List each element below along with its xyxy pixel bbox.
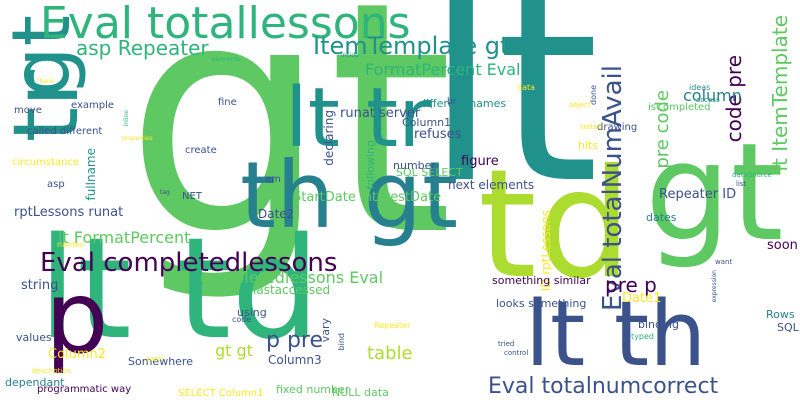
cloud-word: Column2 [48, 347, 107, 362]
cloud-word: programmatic way [37, 384, 132, 395]
cloud-word: completedlessons Eval [200, 268, 384, 287]
cloud-word: vary [319, 318, 332, 343]
cloud-word: SQL SELECT [396, 166, 463, 179]
cloud-word: move [14, 105, 42, 116]
cloud-word: p [45, 259, 109, 376]
cloud-word: fullname [84, 148, 98, 201]
cloud-word: following [364, 140, 377, 190]
cloud-word: asp [47, 179, 65, 190]
cloud-word: names [57, 240, 84, 249]
cloud-word: ideas [689, 83, 711, 92]
cloud-word: string [21, 278, 59, 293]
cloud-word: tried [498, 340, 515, 348]
cloud-word: want [715, 258, 733, 266]
cloud-word: column [683, 86, 742, 105]
cloud-word: work [146, 355, 163, 363]
cloud-word: runat server [340, 106, 421, 121]
cloud-word: bind [337, 333, 346, 351]
cloud-word: properties [122, 135, 153, 142]
cloud-word: fine [218, 97, 237, 108]
cloud-word: next elements [448, 178, 535, 192]
cloud-word: figure [461, 154, 499, 169]
cloud-word: inside [341, 52, 359, 59]
cloud-word: expression [711, 270, 718, 303]
cloud-word: values [16, 331, 52, 344]
cloud-word: setted [580, 123, 603, 131]
cloud-word: object [569, 101, 591, 109]
cloud-word: Column3 [268, 353, 322, 367]
cloud-word: lt td [38, 208, 321, 371]
cloud-word: Eval totalnumcorrect [488, 374, 719, 399]
cloud-word: dependant [5, 376, 65, 389]
cloud-word: lt FormatPercent [58, 228, 191, 247]
cloud-word: Somewhere [128, 355, 193, 368]
cloud-word: tag [160, 189, 170, 196]
cloud-word: br [447, 97, 457, 107]
cloud-word: hits [578, 139, 599, 152]
cloud-word: something similar [492, 274, 591, 287]
cloud-word: data [517, 83, 536, 92]
cloud-word: lt th [525, 282, 707, 387]
cloud-word: looks something [496, 297, 587, 310]
cloud-word: rptLessons runat [14, 205, 124, 220]
cloud-word: asp Repeater [76, 36, 209, 60]
cloud-word: called different [27, 126, 103, 137]
cloud-word: em [265, 174, 281, 185]
cloud-word: lastaccessed [253, 283, 331, 297]
cloud-word: Eval totallessons [40, 0, 411, 49]
cloud-word: binding [638, 318, 680, 331]
cloud-word: gt [125, 0, 454, 306]
cloud-word: td [478, 138, 633, 312]
cloud-word: StartDate InterestDate [293, 190, 442, 205]
cloud-word: number [393, 159, 436, 172]
cloud-word: circumstance [12, 157, 79, 168]
cloud-word: declaring [322, 110, 336, 166]
cloud-word: Repeater [374, 321, 411, 330]
cloud-word: SELECT Column1 [178, 388, 264, 399]
cloud-word: fixed number [276, 383, 350, 396]
cloud-word: NET [182, 191, 202, 202]
cloud-word: th gt [240, 142, 459, 249]
cloud-word: lt ItemTemplate [768, 15, 792, 172]
cloud-word: typed [631, 332, 654, 341]
cloud-word: drawing [597, 122, 638, 133]
cloud-word: list [736, 180, 747, 188]
cloud-word: refuses [414, 127, 462, 142]
cloud-word: different names [419, 97, 507, 110]
cloud-word: table [367, 343, 413, 364]
cloud-word: Date2 [258, 207, 295, 221]
cloud-word: isCompleted [648, 102, 711, 113]
cloud-word: Repeater ID [659, 187, 737, 202]
cloud-word: elements [212, 56, 240, 63]
cloud-word: Date1 [622, 291, 662, 306]
cloud-word: lt tr [285, 71, 432, 166]
cloud-word: code [232, 315, 252, 324]
cloud-word: p pre [266, 328, 324, 353]
cloud-word: NULL data [332, 386, 389, 399]
cloud-word: soon [767, 238, 798, 253]
cloud-word: inline [123, 110, 130, 127]
cloud-word: gt [645, 114, 784, 271]
cloud-word: create [185, 145, 217, 156]
cloud-word: access [696, 96, 720, 104]
cloud-word: Column1 [402, 116, 452, 129]
cloud-word: lt [425, 0, 600, 241]
cloud-word: dataSource [732, 171, 772, 179]
cloud-word: Thank [36, 78, 55, 85]
cloud-word: example [71, 100, 115, 111]
cloud-word: Rows [766, 308, 795, 321]
cloud-word: using [237, 306, 267, 319]
cloud-word: SQL [777, 321, 799, 334]
cloud-word: gt gt [215, 341, 253, 360]
cloud-word: done [589, 85, 598, 105]
cloud-word: control [504, 349, 529, 357]
cloud-word: pre p [605, 273, 657, 297]
cloud-word: FormatPercent Eval [365, 60, 521, 79]
cloud-word: description [32, 367, 71, 375]
cloud-word: Eval completedlessons [40, 248, 338, 278]
cloud-word: dates [646, 211, 677, 224]
cloud-word: ItemTemplate gt [313, 32, 510, 60]
